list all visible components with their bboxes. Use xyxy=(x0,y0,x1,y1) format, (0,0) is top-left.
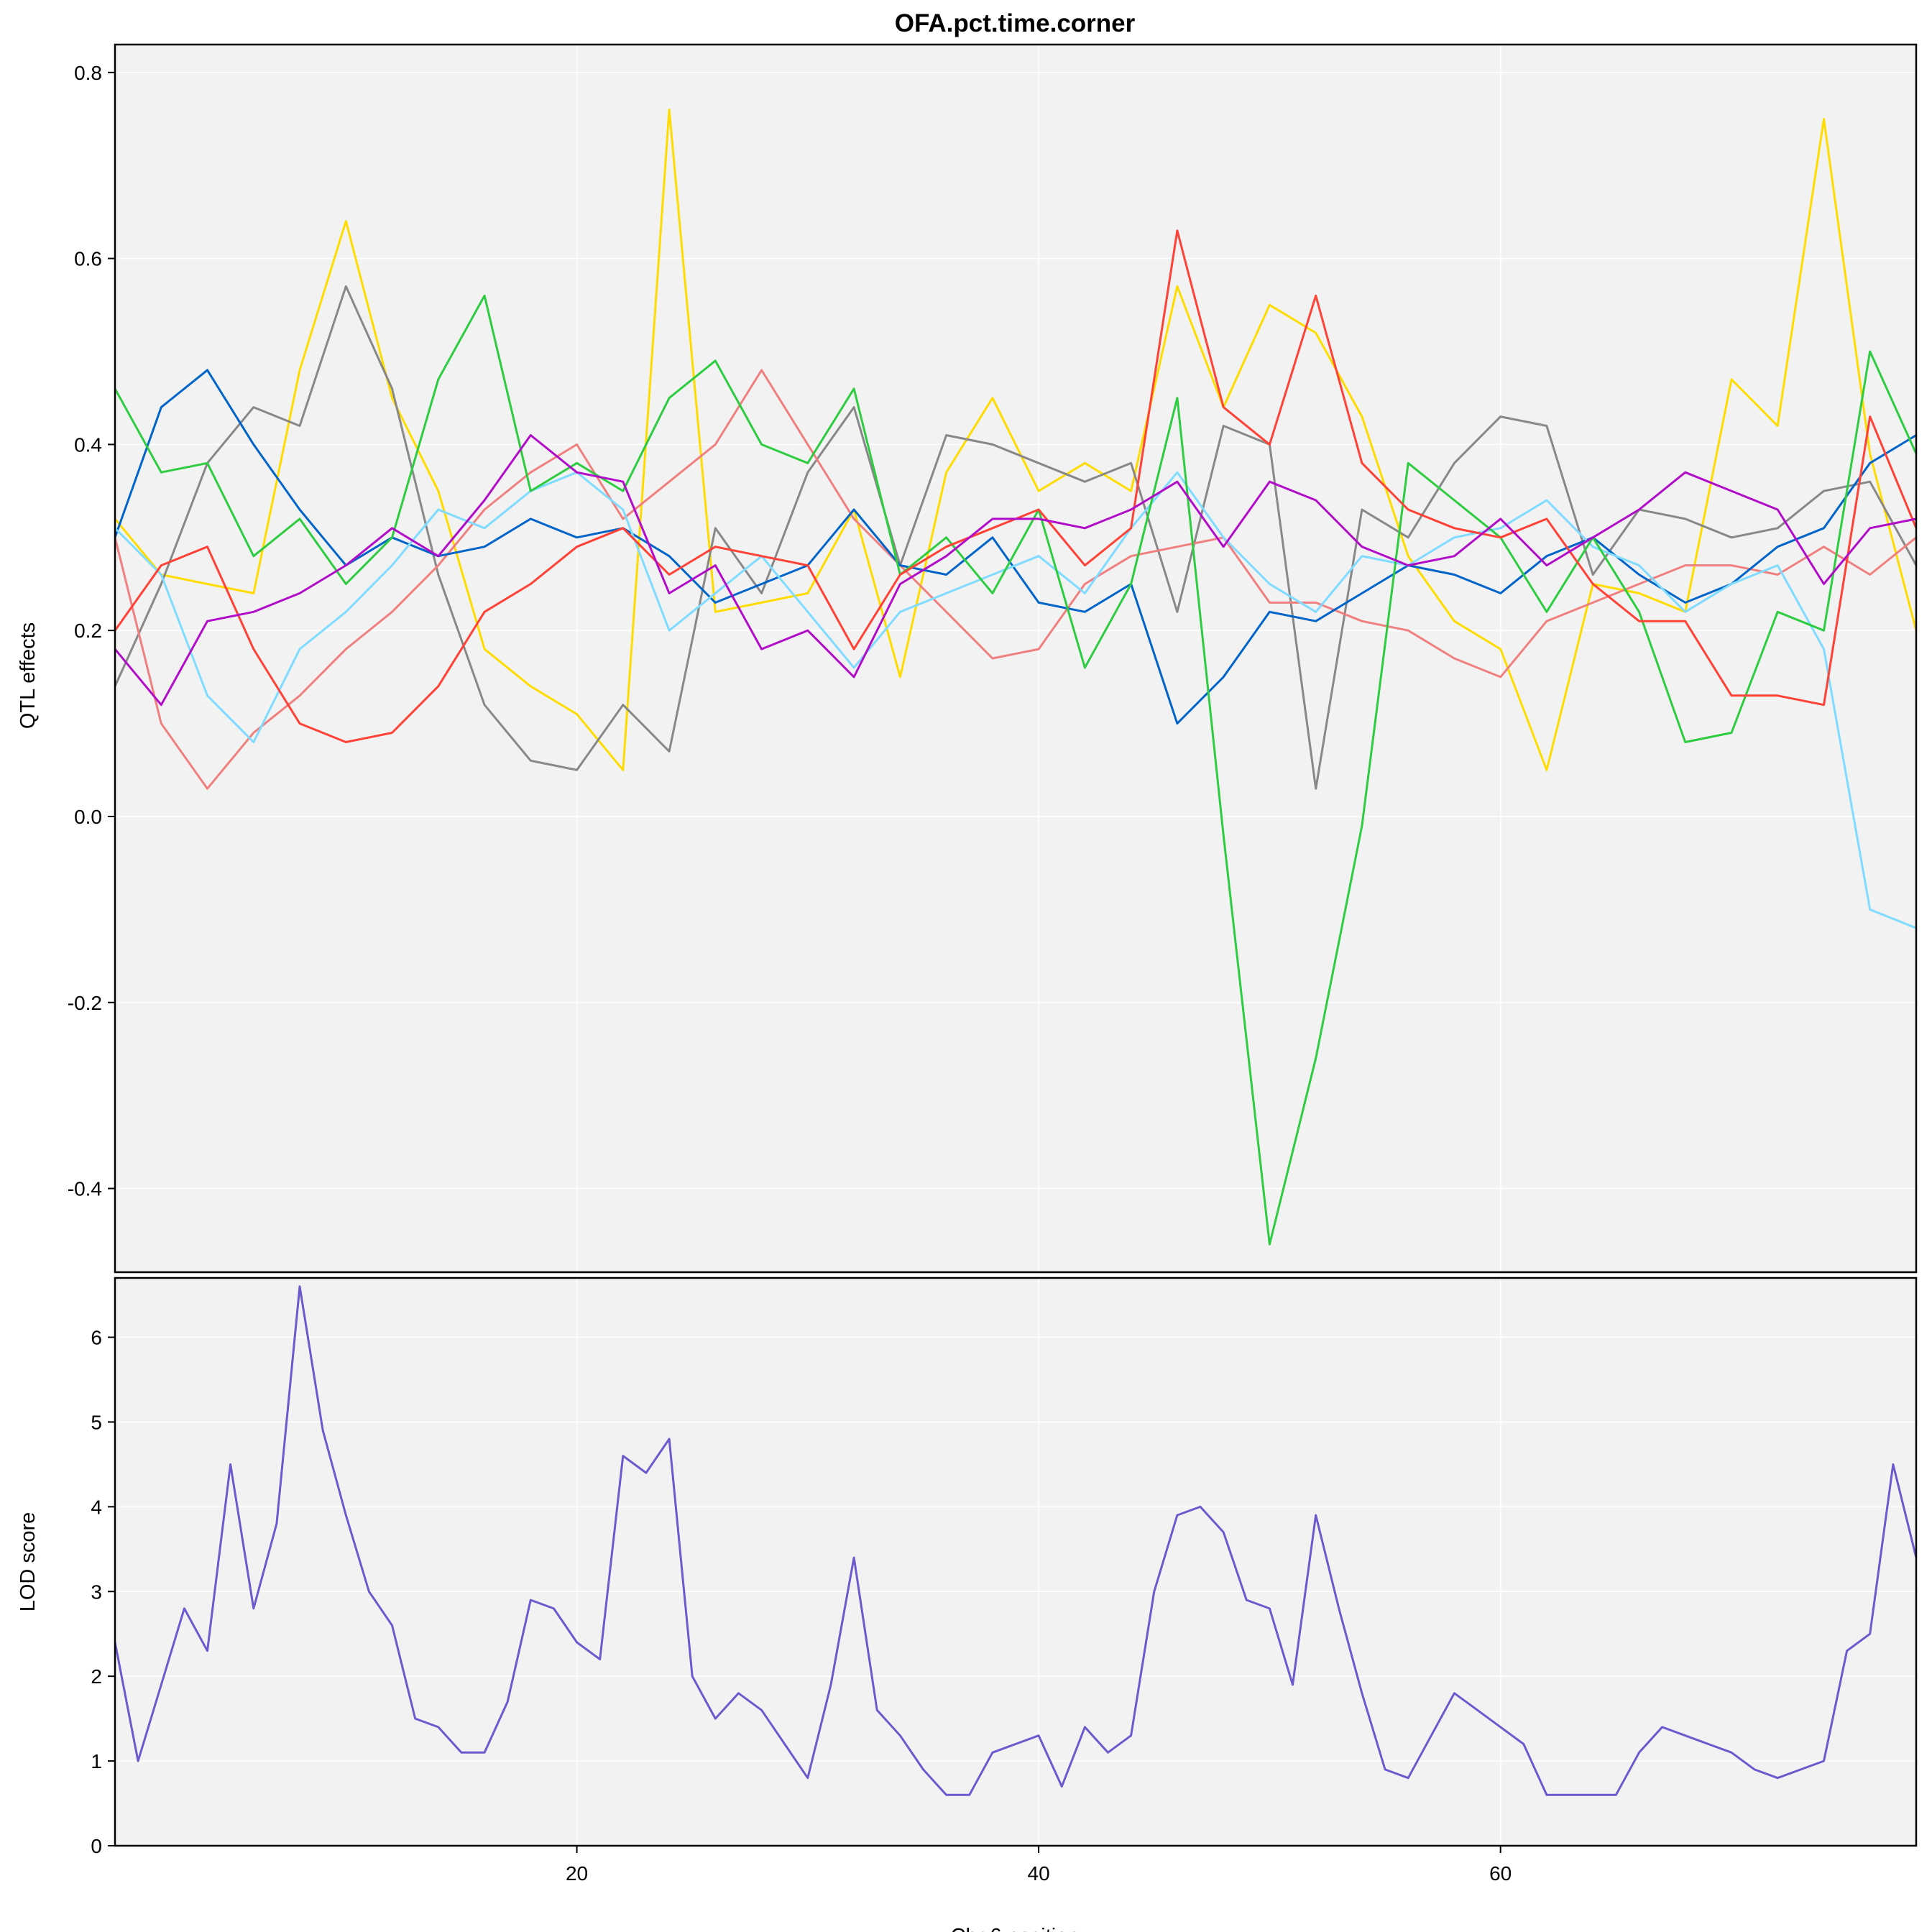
effects-y-tick-label: 0.4 xyxy=(74,433,102,456)
lod-series xyxy=(114,1285,1918,1796)
effects-y-tick-label: 0.8 xyxy=(74,62,102,84)
x-tick-label: 60 xyxy=(1489,1862,1512,1885)
effects-series xyxy=(114,109,1918,1246)
effects-y-ticks: -0.4 -0.2 0.0 0.2 0.4 0.6 0.8 xyxy=(68,62,115,1200)
effect-series-line-5 xyxy=(114,471,1917,929)
lod-y-tick-label: 6 xyxy=(91,1327,102,1349)
effect-series-line-3 xyxy=(114,369,1917,790)
lod-y-ticks: 0 1 2 3 4 5 6 xyxy=(91,1327,115,1857)
x-ticks: 20 40 60 xyxy=(566,1846,1512,1885)
lod-y-tick-label: 5 xyxy=(91,1411,102,1433)
lod-series-line xyxy=(114,1285,1918,1796)
x-tick-label: 40 xyxy=(1028,1862,1050,1885)
effect-series-line-8 xyxy=(114,434,1917,707)
lod-y-axis-title: LOD score xyxy=(17,1512,40,1612)
effects-y-tick-label: -0.4 xyxy=(68,1178,102,1200)
lod-panel: 0 1 2 3 4 5 6 20 40 60 LOD score Chr 6 position xyxy=(17,1276,1918,1932)
effects-y-tick-label: 0.2 xyxy=(74,620,102,642)
chart-title: OFA.pct.time.corner xyxy=(895,9,1136,37)
lod-y-tick-label: 4 xyxy=(91,1496,102,1518)
lod-y-tick-label: 2 xyxy=(91,1665,102,1688)
effects-y-tick-label: 0.0 xyxy=(74,806,102,828)
effect-series-line-1 xyxy=(114,109,1918,771)
effects-y-tick-label: 0.6 xyxy=(74,248,102,270)
lod-y-tick-label: 3 xyxy=(91,1581,102,1603)
effects-y-axis-title: QTL effects xyxy=(17,622,40,729)
effects-plot-frame xyxy=(114,43,1918,1274)
effect-series-line-6 xyxy=(114,294,1918,1246)
effects-panel: -0.4 -0.2 0.0 0.2 0.4 0.6 0.8 QTL effects xyxy=(17,43,1918,1274)
effects-y-tick-label: -0.2 xyxy=(68,992,102,1014)
lod-plot-background xyxy=(115,1278,1916,1846)
effects-plot-background xyxy=(115,45,1916,1272)
lod-y-tick-label: 0 xyxy=(91,1835,102,1857)
effect-series-line-2 xyxy=(114,285,1918,790)
lod-plot-frame xyxy=(114,1276,1918,1847)
lod-y-tick-label: 1 xyxy=(91,1750,102,1772)
x-tick-label: 20 xyxy=(566,1862,588,1885)
x-axis-title: Chr 6 position xyxy=(951,1925,1080,1932)
